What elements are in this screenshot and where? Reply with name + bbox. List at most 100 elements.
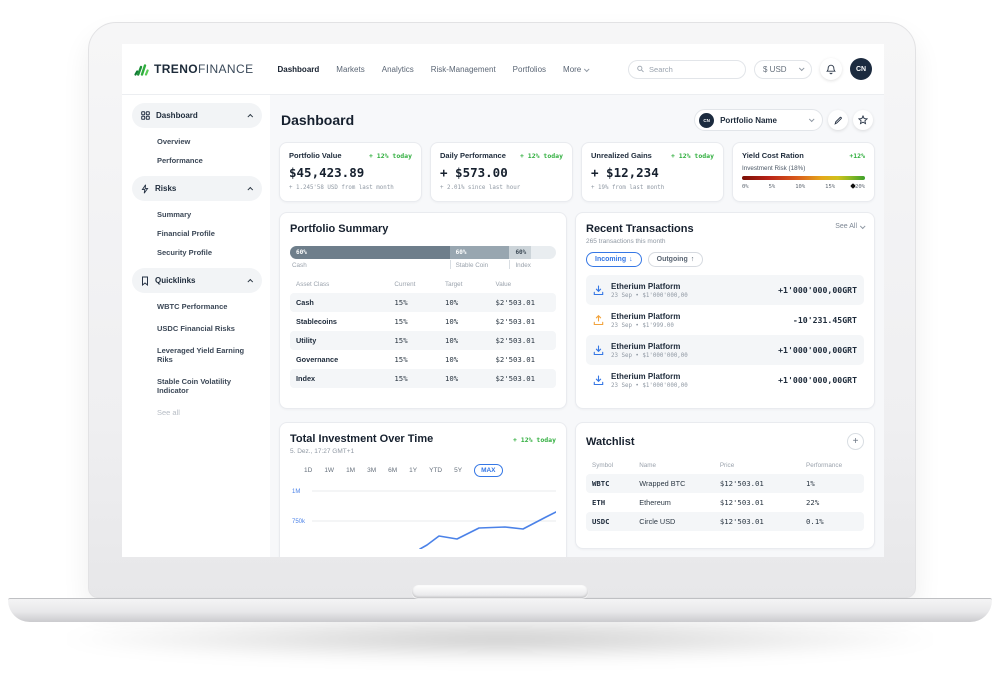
bell-icon: [826, 64, 836, 74]
transaction-name: Etherium Platform: [611, 311, 681, 321]
favorite-portfolio-button[interactable]: [853, 110, 873, 130]
y-axis-tick-750k: 750k: [292, 519, 306, 525]
main-content: Dashboard CN Portfolio Name: [270, 95, 884, 557]
sidebar-section-risks[interactable]: Risks: [132, 176, 262, 201]
stat-card-portfolio-value[interactable]: Portfolio Value + 12% today $45,423.89 +…: [279, 142, 422, 202]
allocation-label-index: Index: [509, 260, 556, 269]
watchlist-row[interactable]: ETH Ethereum $12'503.01 22%: [586, 493, 864, 512]
nav-item-more[interactable]: More: [563, 65, 590, 74]
sidebar-see-all-link[interactable]: See all: [157, 408, 180, 417]
column-header: Value: [495, 281, 512, 288]
cell-symbol: ETH: [592, 498, 606, 507]
sidebar-section-label: Risks: [155, 184, 177, 193]
cell-symbol: USDC: [586, 512, 634, 531]
nav-item-dashboard[interactable]: Dashboard: [277, 64, 320, 74]
app-window: TRENOFINANCE Dashboard Markets Analytics…: [122, 44, 884, 557]
add-watchlist-button[interactable]: [847, 433, 864, 450]
nav-item-risk-management[interactable]: Risk-Management: [430, 64, 496, 74]
transactions-see-all-link[interactable]: See All: [835, 222, 866, 230]
sidebar-item-performance[interactable]: Performance: [157, 156, 203, 165]
chevron-down-icon: [859, 222, 866, 229]
stat-card-yield-cost-ration[interactable]: Yield Cost Ration +12% Investment Risk (…: [732, 142, 875, 202]
range-ytd[interactable]: YTD: [429, 467, 443, 474]
laptop-base: [8, 598, 992, 622]
range-max[interactable]: MAX: [474, 464, 503, 477]
sidebar-item-overview[interactable]: Overview: [157, 137, 191, 146]
stat-card-unrealized-gains[interactable]: Unrealized Gains + 12% today + $12,234 +…: [581, 142, 724, 202]
nav-item-portfolios[interactable]: Portfolios: [512, 64, 547, 74]
watchlist-row[interactable]: USDC Circle USD $12'503.01 0.1%: [586, 512, 864, 531]
range-1w[interactable]: 1W: [324, 467, 335, 474]
bookmark-icon: [142, 276, 148, 286]
cell-symbol: WBTC: [586, 474, 634, 493]
sidebar-item-stable-coin-volatility[interactable]: Stable Coin Volatility Indicator: [157, 377, 232, 395]
nav-item-analytics[interactable]: Analytics: [381, 64, 414, 74]
transaction-row[interactable]: Etherium Platform 23 Sep • $1'999.00 -10…: [586, 305, 864, 335]
cell-name: Wrapped BTC: [633, 474, 714, 493]
range-6m[interactable]: 6M: [388, 467, 398, 474]
sidebar-group-dashboard: Overview Performance: [132, 137, 262, 165]
transaction-row[interactable]: Etherium Platform 23 Sep • $1'000'000,00…: [586, 365, 864, 395]
portfolio-selector-label: Portfolio Name: [720, 115, 777, 125]
table-row[interactable]: Cash 15% 10% $2'503.01: [290, 293, 556, 312]
transaction-row[interactable]: Etherium Platform 23 Sep • $1'000'000,00…: [586, 275, 864, 305]
transaction-row[interactable]: Etherium Platform 23 Sep • $1'000'000,00…: [586, 335, 864, 365]
lightning-icon: [141, 184, 149, 193]
range-1y[interactable]: 1Y: [409, 467, 418, 474]
filter-incoming-button[interactable]: Incoming: [586, 252, 642, 267]
brand-name: TRENOFINANCE: [154, 62, 253, 76]
range-1m[interactable]: 1M: [346, 467, 356, 474]
transaction-name: Etherium Platform: [611, 371, 681, 381]
sidebar: Dashboard Overview Performance Risks: [122, 95, 270, 557]
sidebar-item-usdc-financial-risks[interactable]: USDC Financial Risks: [157, 324, 235, 333]
column-header: Asset Class: [296, 281, 330, 288]
currency-selector[interactable]: $ USD: [754, 59, 812, 79]
sidebar-item-summary[interactable]: Summary: [157, 210, 192, 219]
transaction-meta: 23 Sep • $1'000'000,00: [611, 292, 688, 299]
sidebar-item-leveraged-yield[interactable]: Leveraged Yield Earning Riks: [157, 346, 245, 364]
investment-line-chart[interactable]: 1M 750k: [290, 483, 556, 549]
brand-logo[interactable]: TRENOFINANCE: [134, 62, 253, 76]
range-3m[interactable]: 3M: [367, 467, 377, 474]
filter-outgoing-button[interactable]: Outgoing: [647, 252, 704, 267]
chevron-down-icon: [584, 65, 590, 72]
range-5y[interactable]: 5Y: [454, 467, 463, 474]
search-box[interactable]: [628, 59, 746, 79]
table-row[interactable]: Index 15% 10% $2'503.01: [290, 369, 556, 388]
stat-card-daily-performance[interactable]: Daily Performance + 12% today + $573.00 …: [430, 142, 573, 202]
stat-subtext: + 19% from last month: [591, 185, 665, 191]
allocation-segment-cash: 60%: [290, 246, 450, 259]
sidebar-section-quicklinks[interactable]: Quicklinks: [132, 268, 262, 293]
allocation-bar[interactable]: 60% 60% 60%: [290, 246, 556, 259]
sidebar-item-financial-profile[interactable]: Financial Profile: [157, 229, 215, 238]
nav-item-markets[interactable]: Markets: [336, 64, 365, 74]
cell-current: 15%: [388, 331, 439, 350]
sidebar-item-wbtc-performance[interactable]: WBTC Performance: [157, 302, 228, 311]
search-input[interactable]: [649, 64, 737, 74]
chevron-up-icon: [247, 278, 254, 285]
user-avatar[interactable]: CN: [850, 58, 872, 80]
cell-value: $2'503.01: [495, 355, 536, 364]
notifications-button[interactable]: [820, 58, 842, 80]
transaction-amount: +1'000'000,00GRT: [778, 285, 857, 295]
portfolio-selector[interactable]: CN Portfolio Name: [694, 109, 823, 131]
asset-class-table: Asset Class Current Target Value Cash: [290, 278, 556, 388]
range-1d[interactable]: 1D: [304, 467, 313, 474]
transaction-amount: +1'000'000,00GRT: [778, 345, 857, 355]
watchlist-row[interactable]: WBTC Wrapped BTC $12'503.01 1%: [586, 474, 864, 493]
y-axis-tick-1m: 1M: [292, 489, 300, 495]
table-row[interactable]: Governance 15% 10% $2'503.01: [290, 350, 556, 369]
table-row[interactable]: Utility 15% 10% $2'503.01: [290, 331, 556, 350]
search-icon: [637, 65, 644, 73]
sidebar-item-security-profile[interactable]: Security Profile: [157, 248, 213, 257]
cell-asset-class: Stablecoins: [296, 317, 337, 326]
cell-target: 10%: [438, 293, 490, 312]
edit-portfolio-button[interactable]: [828, 110, 848, 130]
watchlist-card: Watchlist Symbol Name Price Performan: [575, 422, 875, 549]
table-row[interactable]: Stablecoins 15% 10% $2'503.01: [290, 312, 556, 331]
stat-cards-row: Portfolio Value + 12% today $45,423.89 +…: [279, 142, 875, 202]
transactions-list: Etherium Platform 23 Sep • $1'000'000,00…: [586, 275, 864, 395]
sidebar-section-dashboard[interactable]: Dashboard: [132, 103, 262, 128]
chevron-down-icon: [808, 116, 815, 123]
